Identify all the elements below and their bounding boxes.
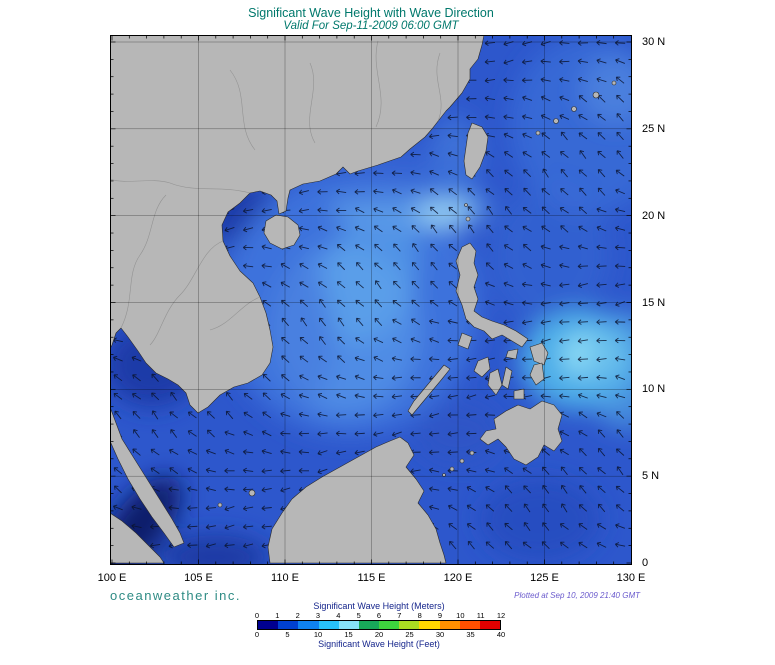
landmasses	[110, 35, 617, 564]
land-panay	[473, 356, 491, 378]
colorbar-segment	[439, 621, 460, 629]
meters-tick: 7	[397, 611, 402, 620]
valid-time-subtitle: Valid For Sep-11-2009 06:00 GMT	[283, 20, 459, 32]
islet	[248, 489, 256, 497]
colorbar-segment	[459, 621, 480, 629]
land-malay-peninsula	[110, 406, 185, 548]
land-samar	[529, 342, 549, 366]
islet	[553, 118, 559, 124]
wave-height-colorbar	[257, 620, 501, 630]
colorbar-segment	[278, 621, 299, 629]
islet	[592, 91, 600, 99]
islet	[469, 450, 475, 456]
meters-ticks: 0 1 2 3 4 5 6 7 8 9 10 11 12	[254, 611, 505, 620]
land-cebu	[501, 366, 513, 390]
land-hainan	[263, 214, 301, 250]
meters-tick: 11	[476, 611, 485, 620]
land-mindoro	[457, 332, 473, 350]
latlon-gridlines	[110, 35, 632, 565]
lon-label: 130 E	[616, 572, 646, 584]
feet-tick: 35	[466, 630, 475, 639]
land-masbate	[505, 348, 519, 360]
land-taiwan	[463, 122, 489, 180]
meters-tick: 6	[376, 611, 382, 620]
lat-label: 0	[642, 557, 649, 569]
meters-tick: 8	[417, 611, 422, 620]
feet-tick: 30	[435, 630, 445, 639]
meters-tick: 0	[254, 611, 260, 620]
islet	[449, 466, 455, 472]
lon-label: 125 E	[530, 572, 559, 584]
meters-tick: 12	[496, 611, 506, 620]
lat-label: 5 N	[642, 470, 660, 483]
lat-label: 15 N	[642, 296, 666, 309]
islet	[217, 502, 223, 508]
map-frame	[110, 35, 632, 565]
meters-tick: 5	[356, 611, 361, 620]
oceanweather-logo-text: oceanweather inc.	[110, 588, 242, 603]
feet-ticks: 0 5 10 15 20 25 30 35 40	[254, 630, 505, 639]
colorbar-segment	[338, 621, 359, 629]
land-palawan	[407, 364, 451, 416]
meters-tick: 1	[275, 611, 280, 620]
feet-tick: 40	[496, 630, 506, 639]
islet	[611, 80, 617, 86]
islet	[442, 473, 446, 477]
meters-scale-label: Significant Wave Height (Meters)	[313, 601, 445, 611]
land-negros	[487, 368, 503, 396]
islet	[465, 216, 471, 222]
feet-tick: 5	[285, 630, 290, 639]
map-svg	[110, 35, 632, 565]
land-mindanao	[479, 400, 563, 466]
meters-tick: 4	[336, 611, 341, 620]
feet-tick: 0	[254, 630, 260, 639]
colorbar-segment	[399, 621, 420, 629]
lon-label: 120 E	[443, 572, 473, 584]
islet	[459, 458, 465, 464]
land-china-indochina	[110, 35, 485, 414]
lat-label: 30 N	[642, 36, 666, 48]
feet-tick: 15	[344, 630, 353, 639]
colorbar-segment	[298, 621, 319, 629]
colorbar-segment	[358, 621, 380, 629]
meters-tick: 9	[437, 611, 443, 620]
lon-label: 105 E	[184, 572, 213, 584]
islet	[464, 203, 468, 207]
lon-label: 110 E	[271, 572, 299, 584]
land-sumatra	[110, 512, 165, 564]
page-title: Significant Wave Height with Wave Direct…	[248, 6, 494, 20]
colorbar-segment	[258, 621, 279, 629]
lat-label: 10 N	[642, 383, 666, 396]
colorbar-segment	[479, 621, 501, 629]
map-plot	[110, 35, 632, 565]
islet	[571, 106, 577, 112]
feet-tick: 25	[405, 630, 414, 639]
land-luzon	[455, 242, 529, 348]
plotted-timestamp: Plotted at Sep 10, 2009 21:40 GMT	[514, 591, 640, 600]
country-borders	[110, 40, 442, 346]
meters-tick: 3	[315, 611, 321, 620]
lon-label: 100 E	[97, 572, 127, 584]
colorbar-segment	[379, 621, 400, 629]
lon-label: 115 E	[357, 572, 386, 584]
meters-tick: 10	[456, 611, 465, 620]
lat-label: 25 N	[642, 122, 666, 135]
land-bohol	[513, 388, 525, 400]
lat-label: 20 N	[642, 209, 666, 222]
islet	[535, 130, 541, 136]
meters-tick: 2	[295, 611, 300, 620]
colorbar-segment	[419, 621, 440, 629]
land-borneo	[267, 436, 447, 564]
land-leyte	[529, 362, 545, 386]
feet-scale-label: Significant Wave Height (Feet)	[318, 639, 440, 649]
colorbar-segment	[318, 621, 339, 629]
feet-tick: 20	[374, 630, 384, 639]
feet-tick: 10	[313, 630, 323, 639]
